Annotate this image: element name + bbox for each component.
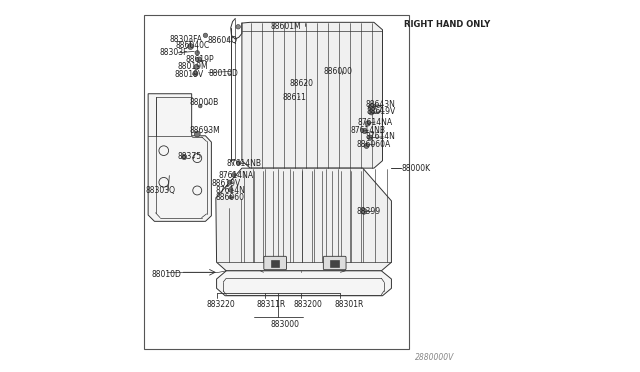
FancyBboxPatch shape xyxy=(323,256,346,270)
Text: 87614NA: 87614NA xyxy=(357,118,392,126)
Text: 87614NB: 87614NB xyxy=(351,126,385,135)
Text: 886000: 886000 xyxy=(324,67,353,76)
Polygon shape xyxy=(216,271,392,296)
Circle shape xyxy=(182,154,187,160)
FancyBboxPatch shape xyxy=(264,256,287,270)
Text: 87614NB: 87614NB xyxy=(227,159,261,168)
Text: 88301R: 88301R xyxy=(335,300,364,309)
Text: 88611: 88611 xyxy=(283,93,307,102)
Text: 88000K: 88000K xyxy=(401,164,430,173)
Text: 886060: 886060 xyxy=(215,193,244,202)
Text: 883200: 883200 xyxy=(294,300,323,309)
Circle shape xyxy=(365,121,370,126)
Circle shape xyxy=(232,173,236,177)
Circle shape xyxy=(194,64,199,70)
Text: 88693M: 88693M xyxy=(189,126,220,135)
Text: 883000: 883000 xyxy=(271,320,300,329)
Text: 88010D: 88010D xyxy=(152,270,182,279)
Circle shape xyxy=(203,33,207,38)
Text: 88399: 88399 xyxy=(356,207,381,216)
Circle shape xyxy=(196,57,202,62)
Text: 2880000V: 2880000V xyxy=(415,353,454,362)
Text: 87614NA: 87614NA xyxy=(219,171,254,180)
Text: 883220: 883220 xyxy=(207,300,236,309)
Text: 88303Q: 88303Q xyxy=(146,186,176,195)
Text: 88303FA: 88303FA xyxy=(170,35,202,44)
Text: 87614N: 87614N xyxy=(365,132,396,141)
Text: 88620: 88620 xyxy=(289,79,314,88)
Text: 88604Q: 88604Q xyxy=(207,36,237,45)
Circle shape xyxy=(369,103,376,111)
Polygon shape xyxy=(216,168,392,271)
Circle shape xyxy=(188,44,193,49)
Circle shape xyxy=(364,143,369,148)
Circle shape xyxy=(236,25,241,29)
Polygon shape xyxy=(148,94,211,221)
Circle shape xyxy=(361,208,367,214)
Text: 88375: 88375 xyxy=(178,153,202,161)
Circle shape xyxy=(193,71,198,76)
Circle shape xyxy=(195,131,200,137)
Polygon shape xyxy=(242,22,383,168)
Text: RIGHT HAND ONLY: RIGHT HAND ONLY xyxy=(404,20,490,29)
Text: 886040C: 886040C xyxy=(175,41,210,50)
Text: 88601M: 88601M xyxy=(271,22,301,31)
Circle shape xyxy=(228,187,233,192)
Text: 88000B: 88000B xyxy=(189,98,218,107)
Text: 88019V: 88019V xyxy=(174,70,204,79)
Text: 88619P: 88619P xyxy=(186,55,214,64)
Bar xyxy=(330,260,339,267)
Text: 88619V: 88619V xyxy=(211,179,241,187)
Circle shape xyxy=(198,104,202,108)
Text: 88311R: 88311R xyxy=(256,300,285,309)
Text: 88010D: 88010D xyxy=(209,69,238,78)
Circle shape xyxy=(367,135,373,140)
Circle shape xyxy=(369,110,374,115)
Circle shape xyxy=(237,161,241,165)
Bar xyxy=(271,260,279,267)
Text: 88303F: 88303F xyxy=(159,48,188,57)
Text: 886060A: 886060A xyxy=(356,140,390,149)
Text: 88619V: 88619V xyxy=(367,107,396,116)
Text: 88643N: 88643N xyxy=(365,100,396,109)
Text: 88019M: 88019M xyxy=(178,62,209,71)
Bar xyxy=(145,15,408,349)
Text: 87614N: 87614N xyxy=(215,186,245,195)
Circle shape xyxy=(228,180,232,185)
Circle shape xyxy=(362,128,367,134)
Circle shape xyxy=(195,51,200,55)
Circle shape xyxy=(229,195,232,199)
